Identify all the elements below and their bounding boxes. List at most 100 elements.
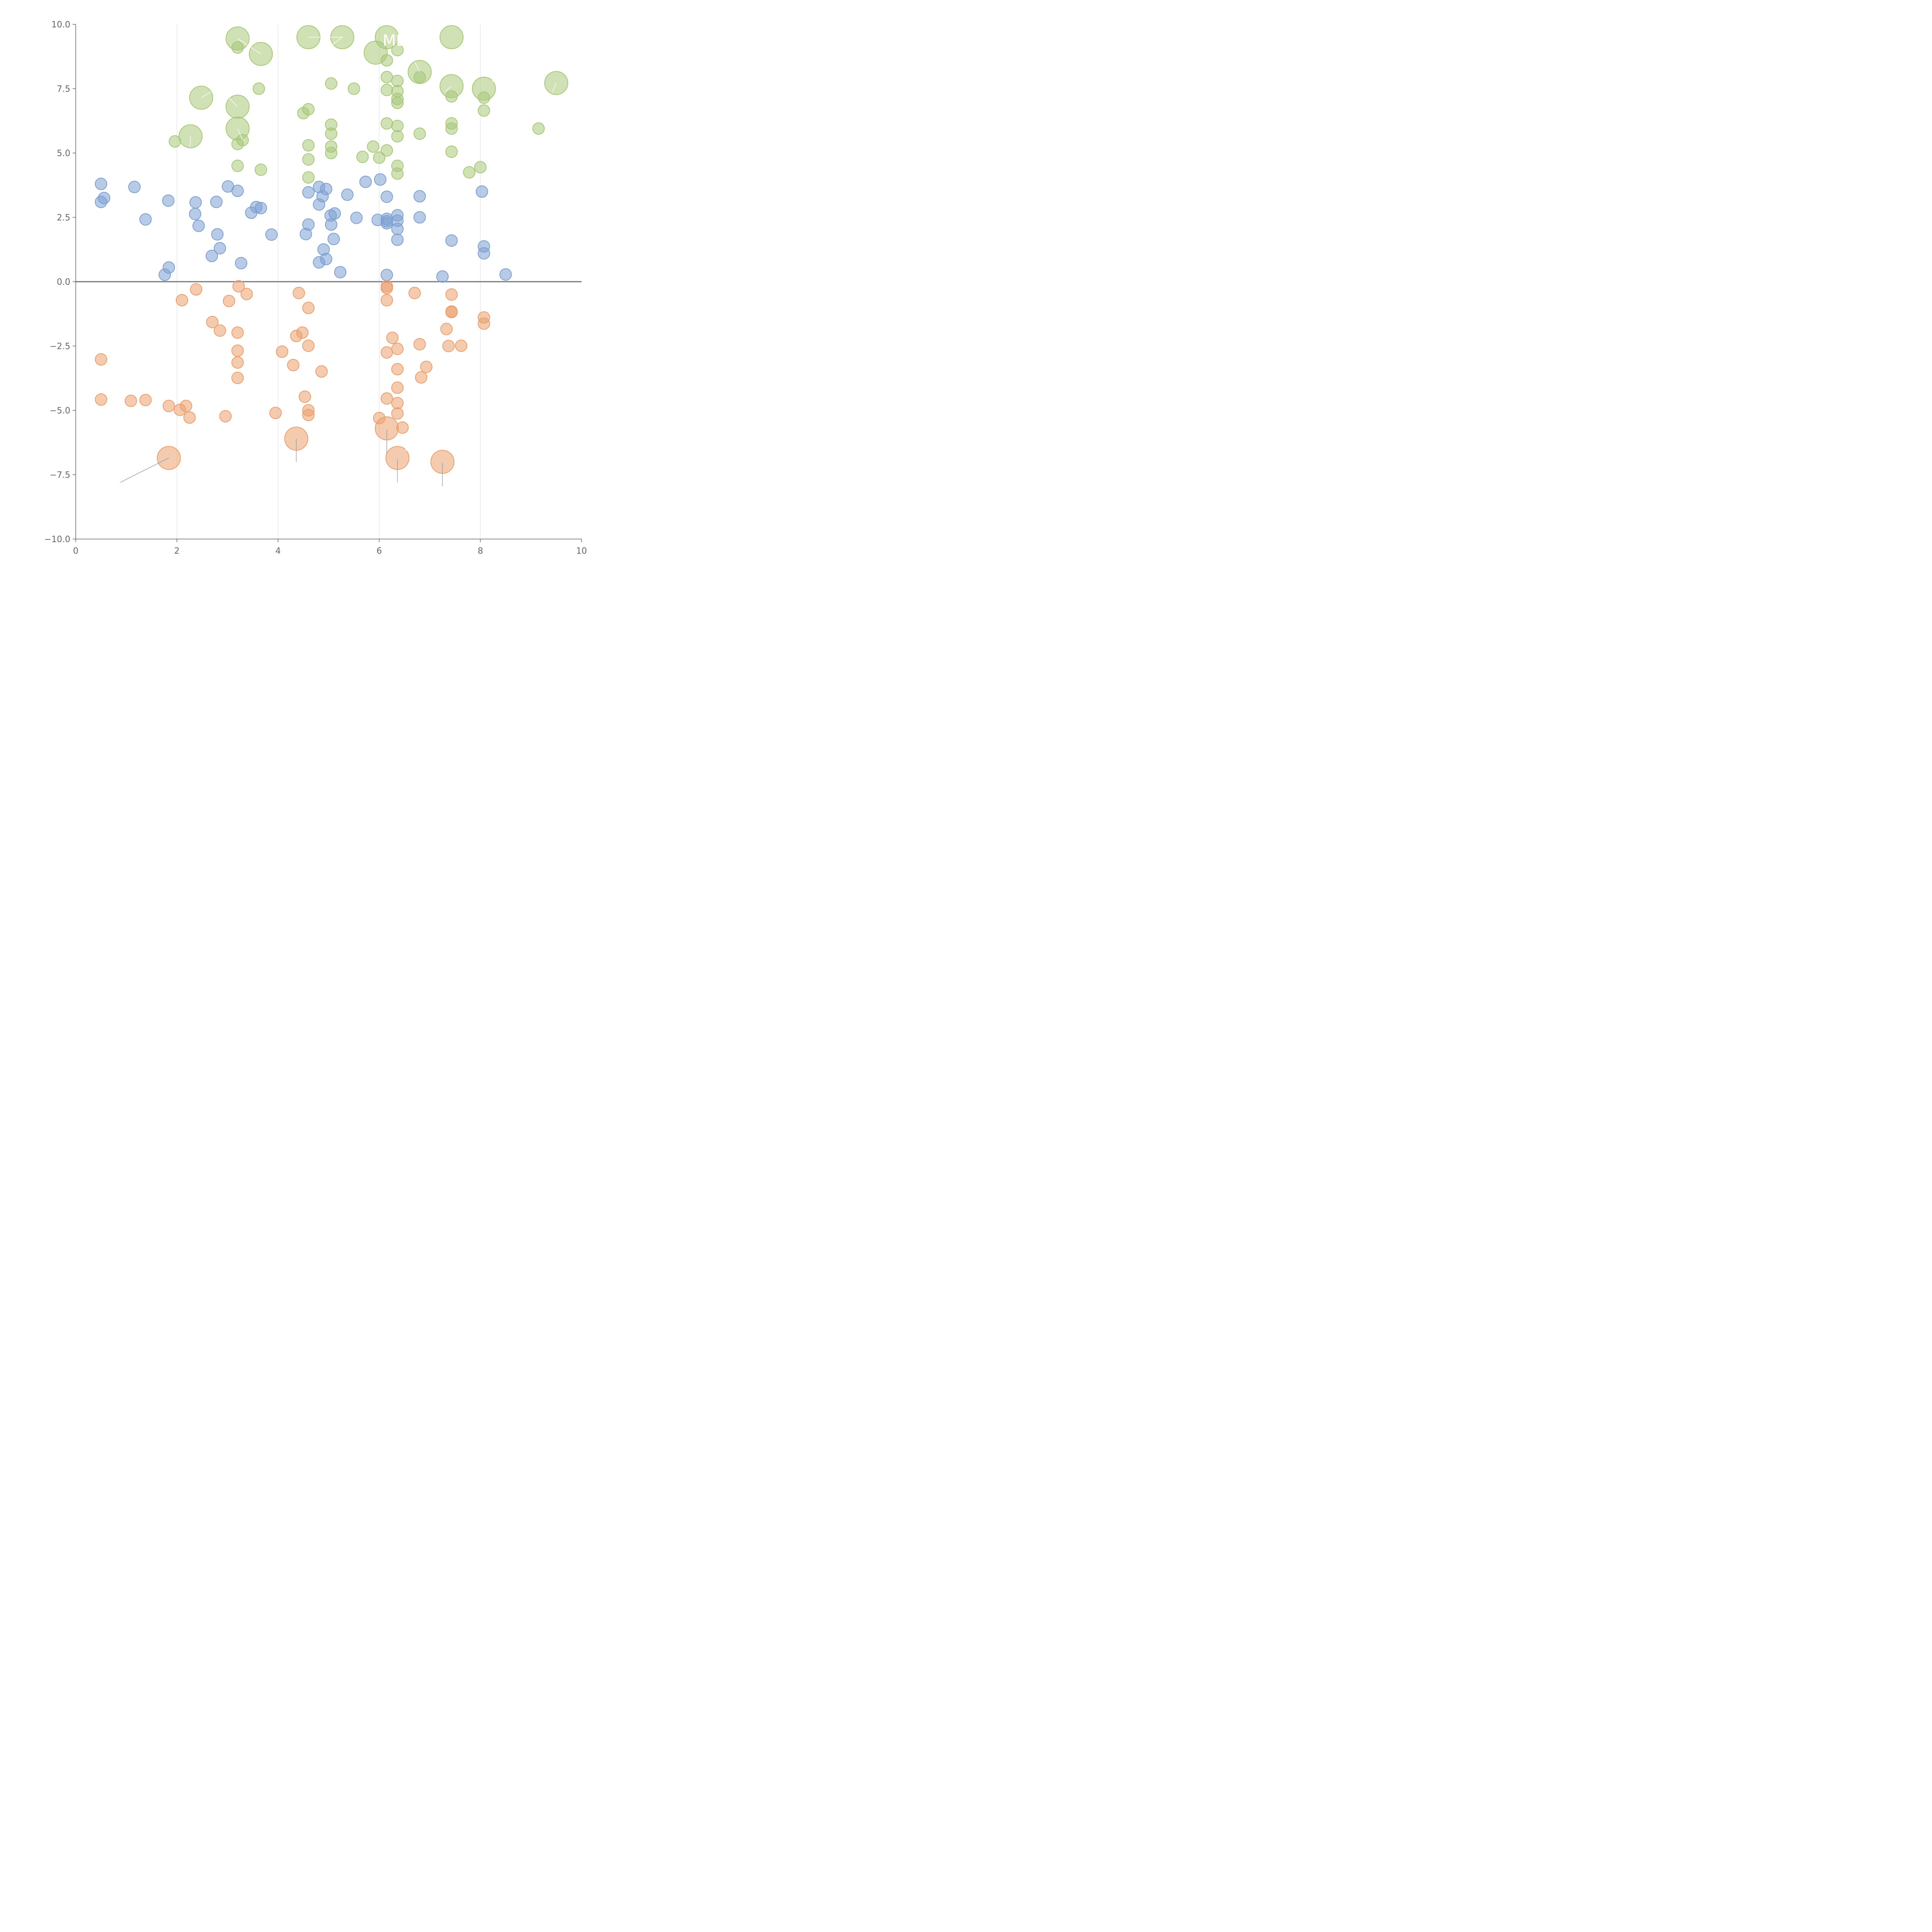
orange-bubble-14 xyxy=(232,280,245,293)
blue-bubble-36 xyxy=(334,266,347,279)
orange-bubble-7 xyxy=(183,411,196,424)
green-bubble-32 xyxy=(391,130,404,143)
blue-bubble-46 xyxy=(381,269,393,281)
orange-bubble-25 xyxy=(296,326,309,339)
orange-bubble-13 xyxy=(223,294,235,307)
green-bubble-30 xyxy=(391,97,404,109)
orange-bubble-12 xyxy=(219,410,232,423)
blue-bubble-55 xyxy=(476,185,488,198)
orange-bubble-8 xyxy=(175,294,188,306)
bubble-labels: MDX BS ST xyxy=(383,32,511,455)
orange-bubble-2 xyxy=(124,395,137,407)
orange-bubble-6 xyxy=(180,400,192,412)
blue-bubble-49 xyxy=(391,223,404,235)
green-highlight-bubble-9 xyxy=(472,77,496,101)
green-bubble-18 xyxy=(356,150,369,163)
x-tick-label-0: 0 xyxy=(73,546,78,556)
blue-bubble-42 xyxy=(381,190,393,203)
green-bubble-17 xyxy=(347,82,360,95)
blue-bubble-24 xyxy=(299,228,312,240)
blue-bubble-2 xyxy=(98,192,111,204)
blue-bubble-52 xyxy=(413,211,426,224)
y-tick-label-1: 7.5 xyxy=(57,85,70,94)
orange-bubble-19 xyxy=(231,372,244,384)
orange-bubble-54 xyxy=(455,339,468,352)
blue-bubble-20 xyxy=(255,202,267,214)
orange-bubble-20 xyxy=(269,406,282,419)
orange-bubble-34 xyxy=(381,282,393,294)
blue-bubble-57 xyxy=(478,247,490,260)
green-bubble-6 xyxy=(252,82,265,95)
blue-bubble-54 xyxy=(445,234,458,247)
orange-bubble-15 xyxy=(240,287,253,300)
orange-bubble-53 xyxy=(445,306,458,318)
leader-line-13 xyxy=(445,86,452,92)
blue-bubble-12 xyxy=(211,228,224,241)
x-tick-label-4: 8 xyxy=(478,546,483,556)
blue-bubble-31 xyxy=(325,218,338,231)
orange-bubble-9 xyxy=(190,283,202,296)
orange-bubble-47 xyxy=(415,371,428,384)
orange-bubble-50 xyxy=(442,340,455,352)
y-tick-label-8: −10.0 xyxy=(44,535,70,544)
blue-bubble-32 xyxy=(327,233,340,245)
green-bubble-25 xyxy=(381,144,393,157)
leader-line-9 xyxy=(227,96,238,107)
green-highlight-bubble-6 xyxy=(364,41,388,65)
green-bubble-23 xyxy=(381,83,393,96)
orange-bubble-22 xyxy=(287,359,299,371)
blue-bubble-0 xyxy=(95,177,107,190)
orange-bubble-51 xyxy=(445,288,458,301)
orange-bubble-3 xyxy=(139,394,152,406)
blue-bubble-7 xyxy=(158,269,171,281)
x-tick-label-5: 10 xyxy=(576,546,587,556)
blue-bubble-39 xyxy=(359,175,372,188)
green-bubble-36 xyxy=(413,128,426,140)
blue-bubble-16 xyxy=(231,184,244,197)
green-bubble-27 xyxy=(391,75,404,87)
bubble-label-6: MDX xyxy=(383,32,418,49)
blue-bubble-10 xyxy=(192,219,205,232)
bubble-label-9: BS xyxy=(491,68,511,86)
orange-bubble-30 xyxy=(302,408,315,421)
y-tick-label-0: 10.0 xyxy=(51,20,70,30)
y-tick-label-7: −7.5 xyxy=(50,471,70,480)
green-bubble-8 xyxy=(302,103,315,116)
axes: 10.0 7.5 5.0 2.5 0.0 −2.5 −5.0 −7.5 −10.00 2 4 6 8 10 xyxy=(44,20,587,556)
green-bubble-24 xyxy=(381,117,393,130)
green-bubble-10 xyxy=(302,153,315,166)
green-bubble-42 xyxy=(474,161,487,173)
blue-bubble-53 xyxy=(436,270,449,283)
green-bubble-39 xyxy=(445,122,458,135)
blue-bubble-58 xyxy=(499,268,512,281)
green-bubble-14 xyxy=(325,128,338,140)
green-highlight-bubble-4 xyxy=(439,25,464,49)
y-tick-label-5: −2.5 xyxy=(50,342,70,352)
blue-bubble-45 xyxy=(381,217,393,230)
blue-bubble-35 xyxy=(313,256,325,269)
x-tick-label-1: 2 xyxy=(174,546,180,556)
orange-bubble-42 xyxy=(391,397,404,410)
orange-bubble-10 xyxy=(206,316,219,328)
x-tick-label-2: 4 xyxy=(276,546,281,556)
blue-bubble-51 xyxy=(413,190,426,202)
green-bubble-26 xyxy=(391,44,404,56)
green-bubble-12 xyxy=(325,77,338,90)
y-tick-label-2: 5.0 xyxy=(57,149,70,158)
green-bubble-31 xyxy=(391,120,404,133)
green-bubble-9 xyxy=(302,139,315,152)
orange-bubble-18 xyxy=(231,356,244,369)
orange-bubble-16 xyxy=(231,326,244,339)
orange-bubble-11 xyxy=(214,324,226,337)
green-bubble-16 xyxy=(325,147,338,159)
blue-bubble-11 xyxy=(210,196,223,208)
orange-bubble-45 xyxy=(408,287,421,299)
orange-bubble-35 xyxy=(381,294,393,306)
y-tick-label-3: 2.5 xyxy=(57,213,70,223)
blue-bubble-17 xyxy=(235,257,248,270)
blue-bubble-5 xyxy=(162,194,175,207)
orange-bubble-56 xyxy=(478,317,490,330)
orange-bubble-48 xyxy=(420,361,433,373)
orange-bubble-46 xyxy=(413,338,426,350)
orange-bubble-43 xyxy=(391,407,404,420)
